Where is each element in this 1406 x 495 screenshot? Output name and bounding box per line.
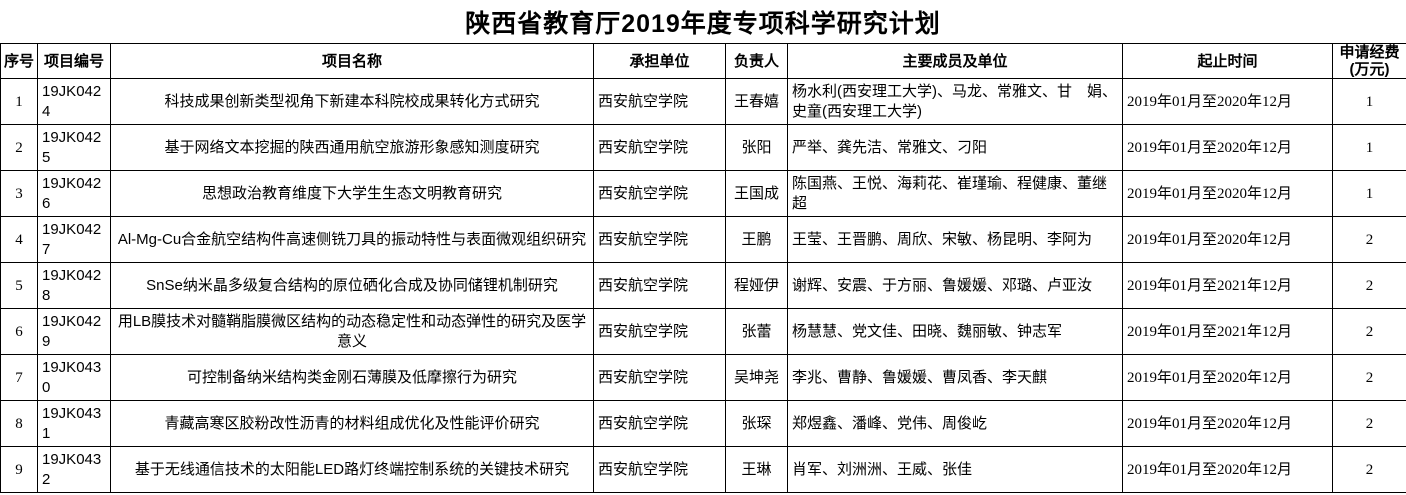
cell-members: 杨水利(西安理工大学)、马龙、常雅文、甘 娟、史童(西安理工大学): [787, 78, 1123, 125]
cell-leader: 张蕾: [725, 308, 788, 355]
cell-funding: 1: [1332, 124, 1406, 171]
cell-code: 19JK0430: [37, 354, 111, 401]
cell-index: 1: [0, 78, 38, 125]
cell-period: 2019年01月至2020年12月: [1122, 400, 1333, 447]
header-row: 序号 项目编号 项目名称 承担单位 负责人 主要成员及单位 起止时间 申请经费(…: [0, 43, 1406, 79]
table-row: 9 19JK0432 基于无线通信技术的太阳能LED路灯终端控制系统的关键技术研究西…: [0, 446, 1406, 493]
cell-name: 用LB膜技术对髓鞘脂膜微区结构的动态稳定性和动态弹性的研究及医学意义: [110, 308, 594, 355]
table-row: 1 19JK0424 科技成果创新类型视角下新建本科院校成果转化方式研究 西安航空学院…: [0, 78, 1406, 125]
table-row: 6 19JK0429 用LB膜技术对髓鞘脂膜微区结构的动态稳定性和动态弹性的研究及医…: [0, 308, 1406, 355]
cell-members: 郑煜鑫、潘峰、党伟、周俊屹: [787, 400, 1123, 447]
table-row: 8 19JK0431 青藏高寒区胶粉改性沥青的材料组成优化及性能评价研究 西安航空学院…: [0, 400, 1406, 447]
cell-name: 科技成果创新类型视角下新建本科院校成果转化方式研究: [110, 78, 594, 125]
cell-code: 19JK0427: [37, 216, 111, 263]
cell-leader: 张琛: [725, 400, 788, 447]
cell-index: 9: [0, 446, 38, 493]
cell-period: 2019年01月至2020年12月: [1122, 124, 1333, 171]
cell-funding: 1: [1332, 78, 1406, 125]
cell-leader: 王琳: [725, 446, 788, 493]
cell-index: 2: [0, 124, 38, 171]
table-header: 序号 项目编号 项目名称 承担单位 负责人 主要成员及单位 起止时间 申请经费(…: [0, 43, 1406, 79]
table-body: 1 19JK0424 科技成果创新类型视角下新建本科院校成果转化方式研究 西安航空学院…: [0, 78, 1406, 493]
cell-members: 王莹、王晋鹏、周欣、宋敏、杨昆明、李阿为: [787, 216, 1123, 263]
cell-funding: 2: [1332, 354, 1406, 401]
cell-leader: 张阳: [725, 124, 788, 171]
table-row: 3 19JK0426 思想政治教育维度下大学生生态文明教育研究 西安航空学院 王国成 陈国…: [0, 170, 1406, 217]
col-header-name: 项目名称: [110, 43, 594, 79]
cell-leader: 王国成: [725, 170, 788, 217]
cell-members: 谢辉、安震、于方丽、鲁媛媛、邓璐、卢亚汝: [787, 262, 1123, 309]
cell-period: 2019年01月至2021年12月: [1122, 262, 1333, 309]
cell-members: 陈国燕、王悦、海莉花、崔瑾瑜、程健康、董继超: [787, 170, 1123, 217]
cell-name: Al-Mg-Cu合金航空结构件高速侧铣刀具的振动特性与表面微观组织研究: [110, 216, 594, 263]
cell-period: 2019年01月至2021年12月: [1122, 308, 1333, 355]
cell-period: 2019年01月至2020年12月: [1122, 170, 1333, 217]
table-row: 2 19JK0425 基于网络文本挖掘的陕西通用航空旅游形象感知测度研究 西安航空学院…: [0, 124, 1406, 171]
research-plan-table: 序号 项目编号 项目名称 承担单位 负责人 主要成员及单位 起止时间 申请经费(…: [0, 43, 1406, 493]
cell-members: 严举、龚先洁、常雅文、刁阳: [787, 124, 1123, 171]
col-header-index: 序号: [0, 43, 38, 79]
cell-funding: 2: [1332, 308, 1406, 355]
cell-unit: 西安航空学院: [593, 170, 726, 217]
cell-name: 基于无线通信技术的太阳能LED路灯终端控制系统的关键技术研究: [110, 446, 594, 493]
cell-name: 可控制备纳米结构类金刚石薄膜及低摩擦行为研究: [110, 354, 594, 401]
table-row: 4 19JK0427 Al-Mg-Cu合金航空结构件高速侧铣刀具的振动特性与表面微观…: [0, 216, 1406, 263]
cell-period: 2019年01月至2020年12月: [1122, 216, 1333, 263]
cell-name: SnSe纳米晶多级复合结构的原位硒化合成及协同储锂机制研究: [110, 262, 594, 309]
cell-code: 19JK0432: [37, 446, 111, 493]
cell-unit: 西安航空学院: [593, 400, 726, 447]
cell-leader: 吴坤尧: [725, 354, 788, 401]
cell-name: 基于网络文本挖掘的陕西通用航空旅游形象感知测度研究: [110, 124, 594, 171]
cell-funding: 2: [1332, 400, 1406, 447]
col-header-members: 主要成员及单位: [787, 43, 1123, 79]
cell-funding: 1: [1332, 170, 1406, 217]
cell-index: 3: [0, 170, 38, 217]
cell-name: 青藏高寒区胶粉改性沥青的材料组成优化及性能评价研究: [110, 400, 594, 447]
cell-unit: 西安航空学院: [593, 262, 726, 309]
col-header-unit: 承担单位: [593, 43, 726, 79]
cell-period: 2019年01月至2020年12月: [1122, 78, 1333, 125]
cell-leader: 程娅伊: [725, 262, 788, 309]
cell-members: 杨慧慧、党文佳、田晓、魏丽敏、钟志军: [787, 308, 1123, 355]
cell-unit: 西安航空学院: [593, 216, 726, 263]
cell-unit: 西安航空学院: [593, 446, 726, 493]
cell-index: 6: [0, 308, 38, 355]
col-header-code: 项目编号: [37, 43, 111, 79]
cell-funding: 2: [1332, 216, 1406, 263]
cell-unit: 西安航空学院: [593, 124, 726, 171]
cell-period: 2019年01月至2020年12月: [1122, 446, 1333, 493]
cell-code: 19JK0425: [37, 124, 111, 171]
col-header-period: 起止时间: [1122, 43, 1333, 79]
cell-index: 7: [0, 354, 38, 401]
col-header-leader: 负责人: [725, 43, 788, 79]
cell-members: 肖军、刘洲洲、王威、张佳: [787, 446, 1123, 493]
cell-index: 8: [0, 400, 38, 447]
cell-index: 5: [0, 262, 38, 309]
cell-leader: 王春嬉: [725, 78, 788, 125]
table-row: 7 19JK0430 可控制备纳米结构类金刚石薄膜及低摩擦行为研究 西安航空学院 吴坤尧…: [0, 354, 1406, 401]
cell-period: 2019年01月至2020年12月: [1122, 354, 1333, 401]
col-header-funding: 申请经费(万元): [1332, 43, 1406, 79]
cell-code: 19JK0426: [37, 170, 111, 217]
cell-unit: 西安航空学院: [593, 78, 726, 125]
table-row: 5 19JK0428 SnSe纳米晶多级复合结构的原位硒化合成及协同储锂机制研究 西安…: [0, 262, 1406, 309]
cell-funding: 2: [1332, 446, 1406, 493]
cell-code: 19JK0431: [37, 400, 111, 447]
cell-unit: 西安航空学院: [593, 354, 726, 401]
cell-members: 李兆、曹静、鲁媛媛、曹凤香、李天麒: [787, 354, 1123, 401]
cell-unit: 西安航空学院: [593, 308, 726, 355]
cell-leader: 王鹏: [725, 216, 788, 263]
cell-code: 19JK0424: [37, 78, 111, 125]
page-title: 陕西省教育厅2019年度专项科学研究计划: [465, 9, 941, 38]
cell-funding: 2: [1332, 262, 1406, 309]
cell-code: 19JK0428: [37, 262, 111, 309]
cell-name: 思想政治教育维度下大学生生态文明教育研究: [110, 170, 594, 217]
cell-code: 19JK0429: [37, 308, 111, 355]
cell-index: 4: [0, 216, 38, 263]
